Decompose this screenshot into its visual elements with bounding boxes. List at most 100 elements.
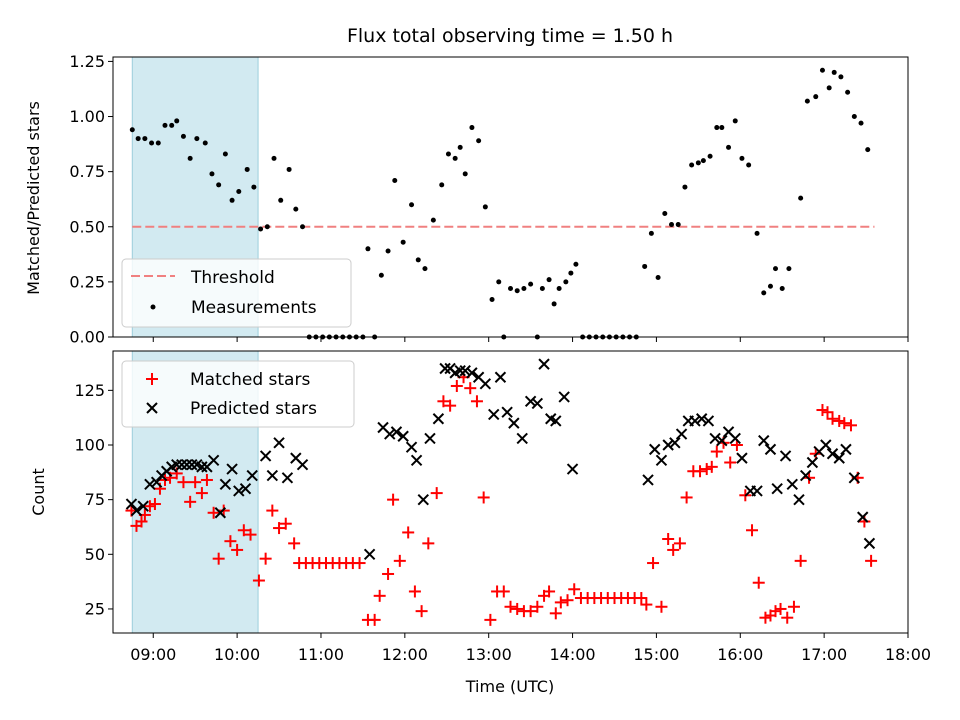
matched-point xyxy=(288,537,301,550)
matched-point xyxy=(759,611,772,624)
y-tick-label: 1.25 xyxy=(69,52,105,71)
measurement-point xyxy=(439,182,445,188)
predicted-point xyxy=(716,434,728,447)
y-tick-label: 50 xyxy=(85,545,105,564)
measurement-point xyxy=(682,184,688,190)
measurement-point xyxy=(773,266,778,272)
predicted-point xyxy=(779,450,792,462)
measurement-point xyxy=(714,125,720,131)
top-x-ticks xyxy=(152,337,909,342)
predicted-point xyxy=(144,478,156,491)
x-tick-label: 16:00 xyxy=(717,645,763,664)
measurement-point xyxy=(180,133,186,139)
measurement-point xyxy=(746,162,752,168)
measurement-point xyxy=(482,204,488,210)
predicted-point xyxy=(417,493,429,506)
matched-point xyxy=(655,600,668,613)
measurement-point xyxy=(430,217,436,223)
measurement-point xyxy=(798,195,804,201)
bottom-y-axis: 25 50 75 100 125 xyxy=(74,381,113,618)
measurement-point xyxy=(244,166,250,172)
predicted-point xyxy=(454,364,466,377)
predicted-point xyxy=(550,415,562,427)
measurement-point xyxy=(739,155,745,161)
measurement-point xyxy=(174,118,180,124)
x-tick-label: 15:00 xyxy=(633,645,679,664)
predicted-point xyxy=(649,443,661,456)
y-tick-label: 75 xyxy=(85,490,105,509)
measurement-point xyxy=(563,279,569,285)
matched-point xyxy=(781,611,794,624)
measurement-point xyxy=(648,230,654,236)
predicted-point xyxy=(125,498,138,510)
top-y-axis: 0.00 0.25 0.50 0.75 1.00 1.25 xyxy=(69,52,113,347)
top-marks xyxy=(129,67,875,340)
matched-point xyxy=(244,528,257,541)
matched-point xyxy=(224,535,237,548)
top-legend-box xyxy=(121,258,352,328)
predicted-point xyxy=(662,439,674,451)
matched-point xyxy=(647,557,660,570)
predicted-point xyxy=(764,443,777,456)
matched-point xyxy=(774,602,787,615)
legend-matched-swatch xyxy=(146,373,158,385)
x-tick-label: 13:00 xyxy=(466,645,512,664)
predicted-point xyxy=(273,437,285,449)
predicted-point xyxy=(566,463,579,475)
matched-point xyxy=(195,487,208,500)
matched-point xyxy=(477,491,490,504)
predicted-point xyxy=(266,469,279,482)
predicted-point xyxy=(439,362,451,375)
predicted-point xyxy=(176,458,188,471)
matched-point xyxy=(700,463,713,476)
measurement-point xyxy=(700,158,706,164)
predicted-point xyxy=(857,511,869,523)
matched-point xyxy=(769,605,782,618)
matched-point xyxy=(833,414,846,427)
measurement-point xyxy=(707,153,713,159)
matched-point xyxy=(504,600,517,613)
predicted-point xyxy=(669,437,681,449)
bottom-plot-frame xyxy=(112,350,909,634)
predicted-point xyxy=(806,456,819,469)
predicted-point xyxy=(397,430,409,442)
measurement-point xyxy=(496,279,502,285)
predicted-point xyxy=(459,364,471,377)
predicted-point xyxy=(689,415,701,427)
measurement-point xyxy=(155,140,161,146)
x-tick-label: 10:00 xyxy=(214,645,260,664)
legend-matched-label: Matched stars xyxy=(190,370,310,390)
measurement-point xyxy=(831,69,837,75)
measurement-point xyxy=(187,155,193,161)
matched-point xyxy=(561,594,574,607)
predicted-point xyxy=(259,450,272,462)
matched-point xyxy=(705,460,718,473)
x-tick-label: 12:00 xyxy=(382,645,428,664)
matched-point xyxy=(524,605,537,618)
predicted-point xyxy=(709,432,721,445)
legend-measurements-label: Measurements xyxy=(191,298,317,318)
matched-point xyxy=(787,600,800,613)
predicted-point xyxy=(405,441,418,453)
predicted-point xyxy=(137,500,149,512)
matched-point xyxy=(444,399,457,412)
matched-point xyxy=(189,476,202,489)
predicted-point xyxy=(219,478,232,491)
y-tick-label: 0.00 xyxy=(69,328,105,347)
matched-point xyxy=(531,600,544,613)
measurement-point xyxy=(286,166,292,172)
matched-point xyxy=(554,596,567,609)
measurement-point xyxy=(528,281,534,287)
measurement-point xyxy=(462,171,468,177)
measurement-point xyxy=(819,67,825,73)
measurement-point xyxy=(838,74,844,80)
predicted-point xyxy=(207,454,220,467)
predicted-point xyxy=(642,474,654,486)
x-tick-label: 11:00 xyxy=(298,645,344,664)
matched-point xyxy=(422,537,435,550)
matched-point xyxy=(821,406,834,419)
matched-point xyxy=(710,445,723,458)
measurement-point xyxy=(732,118,738,124)
predicted-point xyxy=(729,432,741,445)
predicted-point xyxy=(214,507,227,519)
